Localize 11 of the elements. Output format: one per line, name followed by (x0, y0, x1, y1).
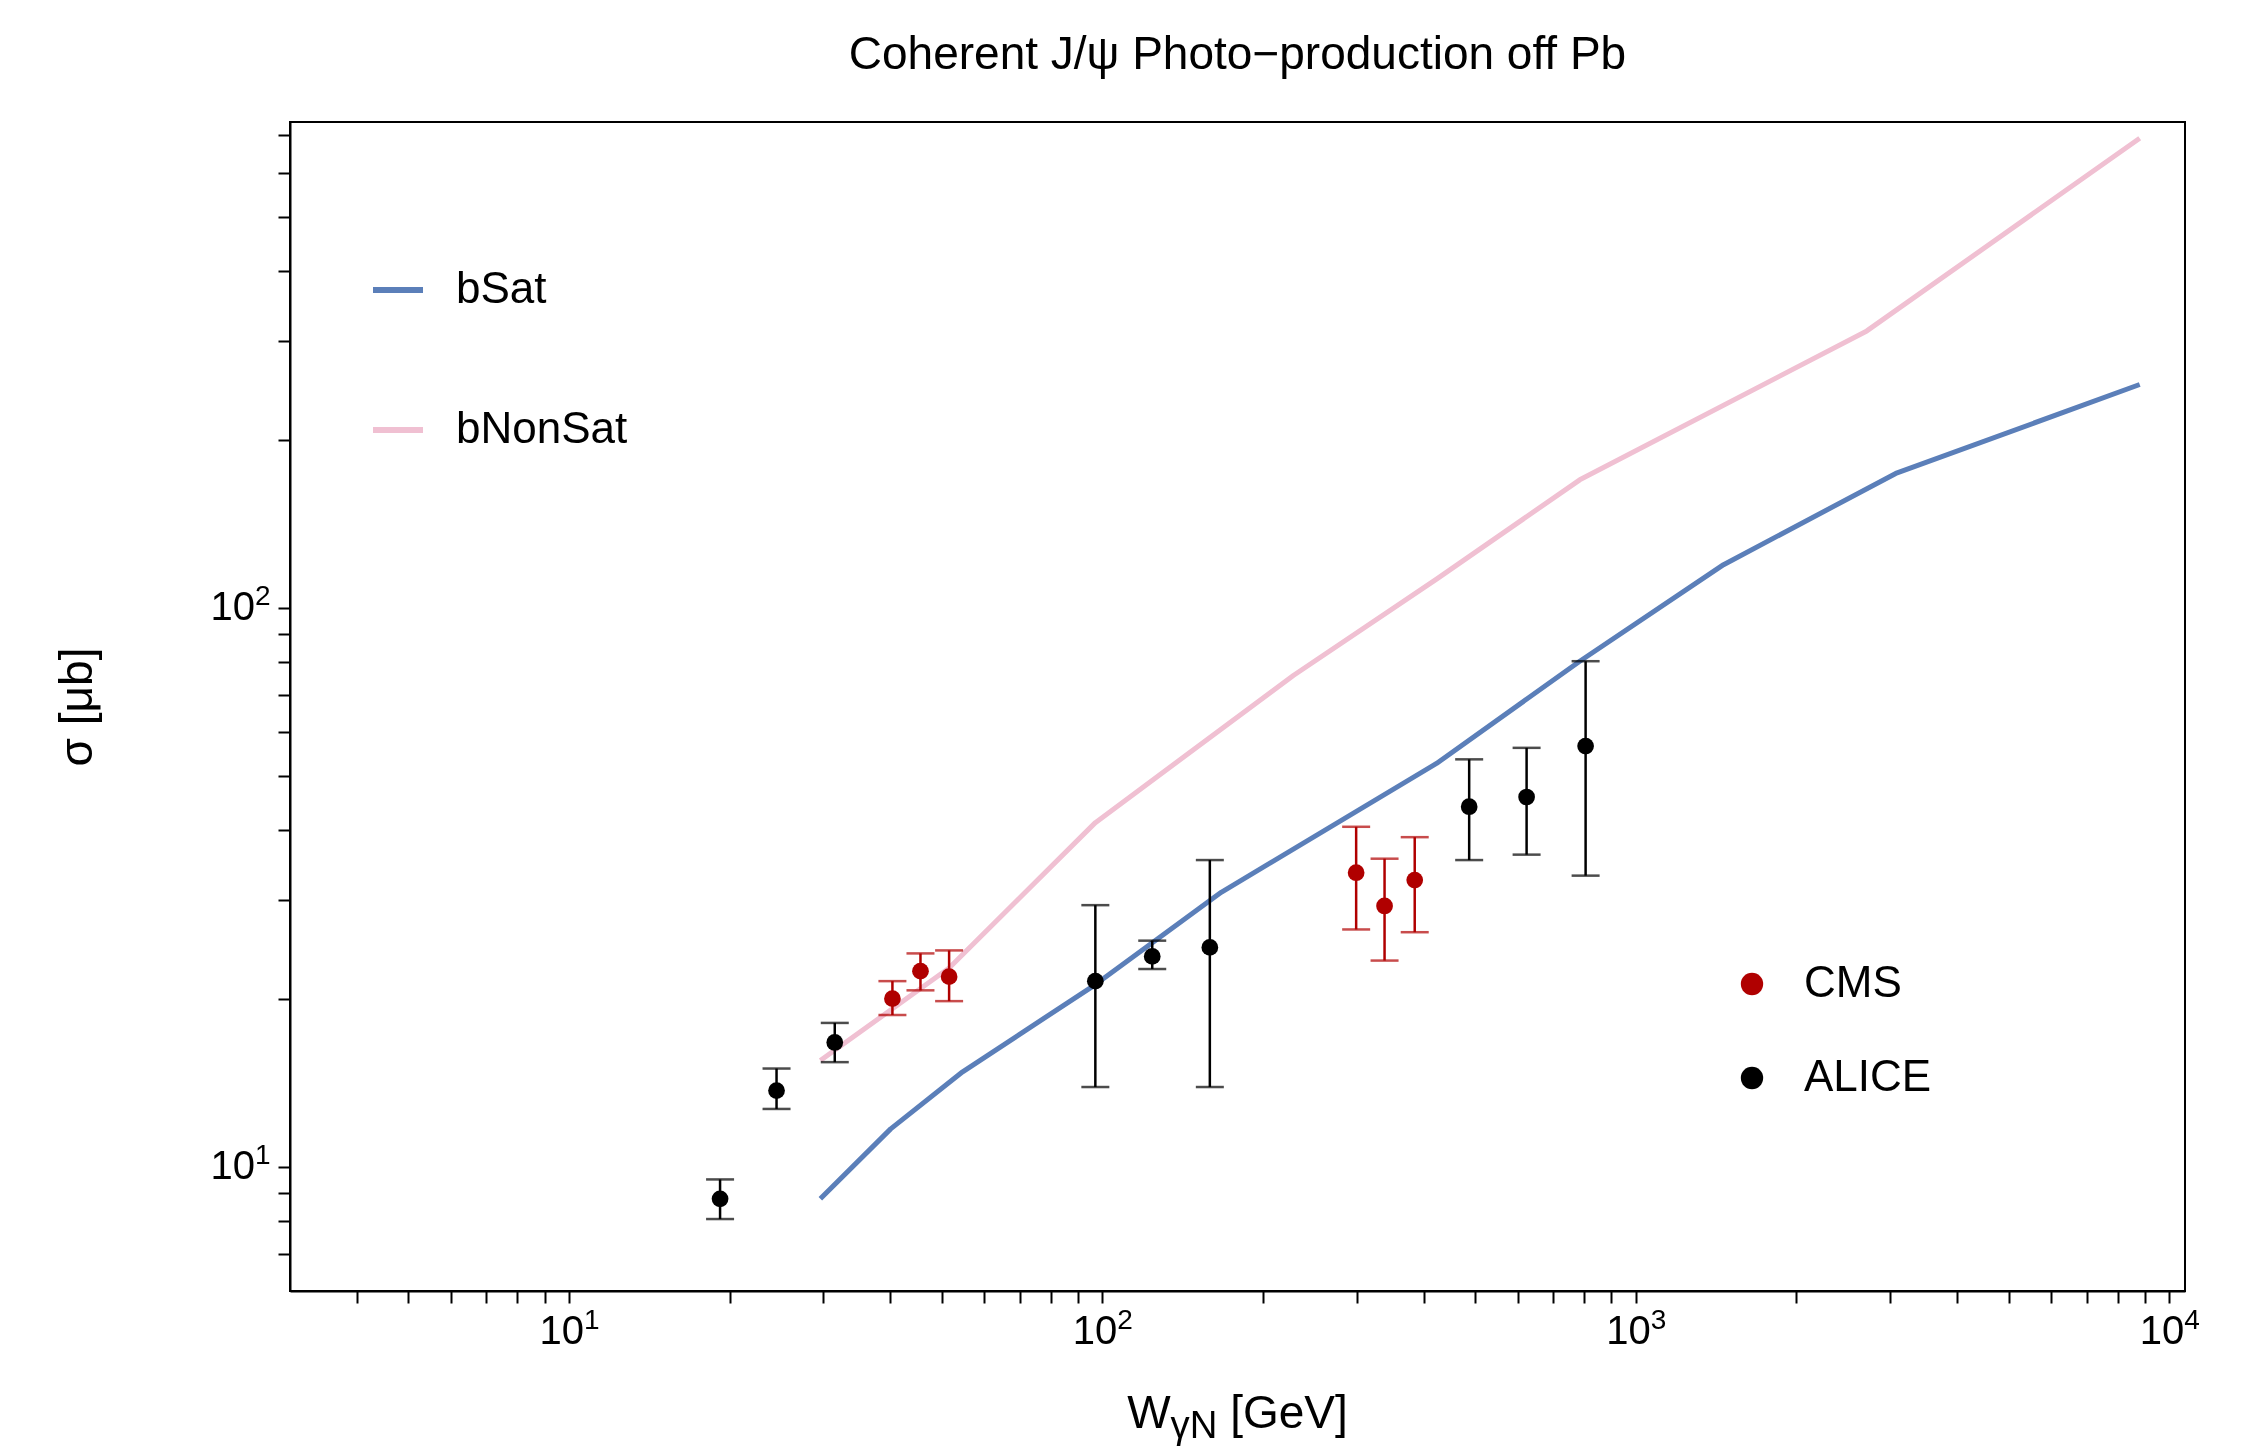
x-tick-label: 10$^{4}$ (2139, 1303, 2200, 1352)
legend-label: CMS (1804, 957, 1902, 1006)
legend-label: bSat (456, 263, 547, 312)
chart-title: Coherent J/ψ Photo−production off Pb (848, 27, 1627, 80)
x-axis-title: W$_{γN}$ [GeV] (1126, 1385, 1349, 1448)
x-tick-label: 10$^{1}$ (539, 1303, 600, 1352)
y-axis-title: σ [μb] (49, 647, 102, 767)
legend-label: bNonSat (456, 403, 628, 452)
legend-label: ALICE (1804, 1051, 1932, 1100)
x-tick-label: 10$^{3}$ (1606, 1303, 1667, 1352)
x-tick-label: 10$^{2}$ (1072, 1303, 1133, 1352)
